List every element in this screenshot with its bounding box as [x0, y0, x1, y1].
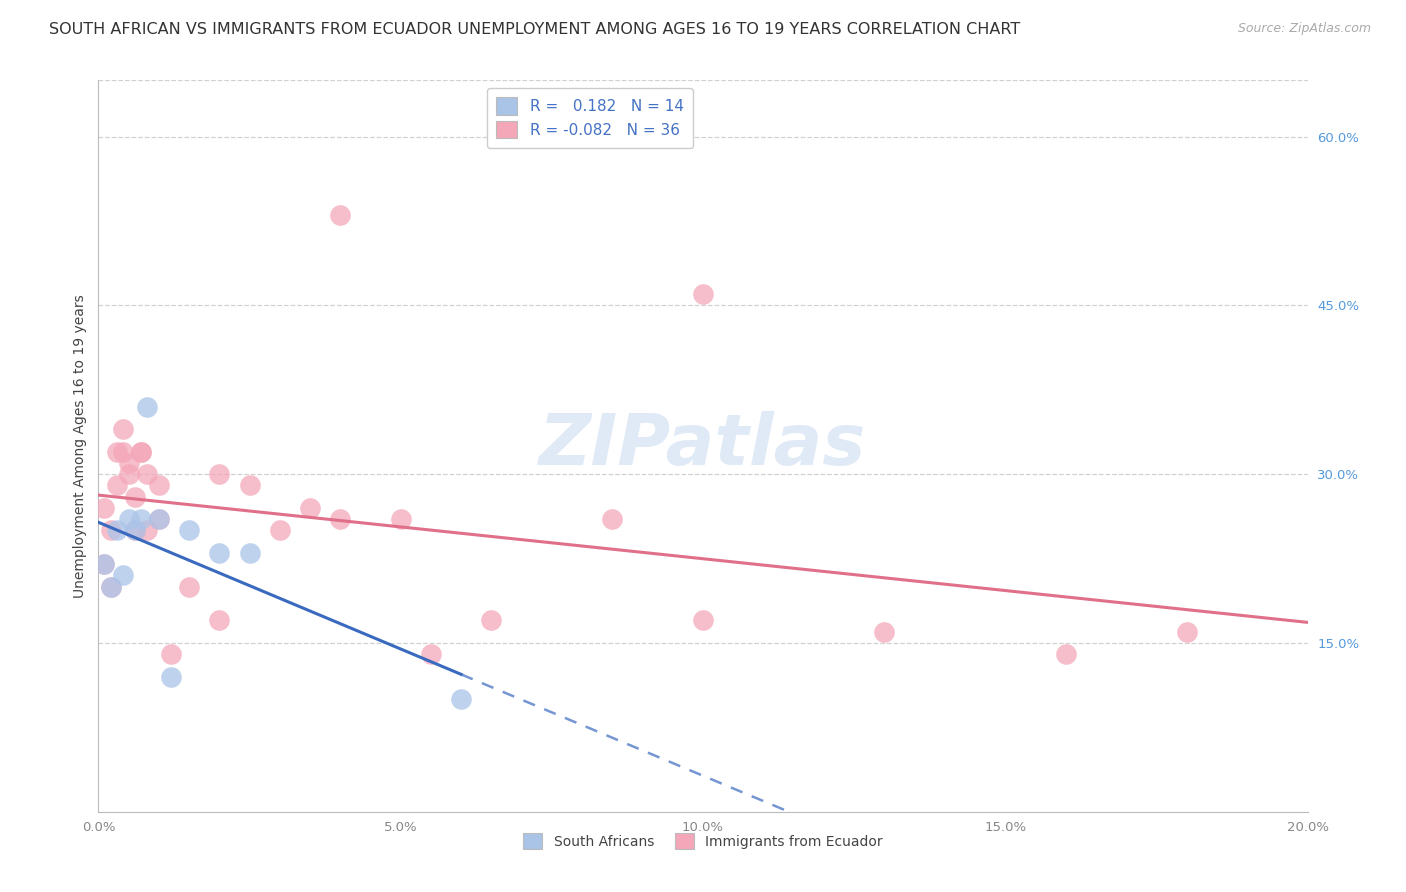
- Point: [329, 512, 352, 526]
- Point: [389, 512, 412, 526]
- Point: [93, 557, 115, 571]
- Point: [111, 422, 134, 436]
- Point: [208, 546, 231, 560]
- Point: [208, 614, 231, 628]
- Point: [118, 467, 141, 482]
- Point: [160, 647, 183, 661]
- Point: [100, 580, 122, 594]
- Point: [105, 444, 128, 458]
- Point: [1175, 624, 1198, 639]
- Point: [129, 444, 152, 458]
- Point: [148, 478, 170, 492]
- Point: [118, 512, 141, 526]
- Point: [148, 512, 170, 526]
- Point: [269, 524, 291, 538]
- Point: [135, 400, 157, 414]
- Point: [93, 557, 115, 571]
- Point: [129, 512, 152, 526]
- Point: [1054, 647, 1077, 661]
- Point: [148, 512, 170, 526]
- Point: [208, 467, 231, 482]
- Point: [692, 287, 714, 301]
- Point: [111, 444, 134, 458]
- Text: Source: ZipAtlas.com: Source: ZipAtlas.com: [1237, 22, 1371, 36]
- Point: [160, 670, 183, 684]
- Point: [129, 444, 152, 458]
- Point: [124, 524, 146, 538]
- Point: [124, 524, 146, 538]
- Point: [299, 500, 322, 515]
- Point: [105, 524, 128, 538]
- Point: [481, 614, 503, 628]
- Legend: South Africans, Immigrants from Ecuador: South Africans, Immigrants from Ecuador: [516, 826, 890, 856]
- Y-axis label: Unemployment Among Ages 16 to 19 years: Unemployment Among Ages 16 to 19 years: [73, 294, 87, 598]
- Point: [124, 490, 146, 504]
- Text: ZIPatlas: ZIPatlas: [540, 411, 866, 481]
- Point: [602, 512, 624, 526]
- Point: [239, 478, 262, 492]
- Point: [329, 208, 352, 222]
- Point: [118, 456, 141, 470]
- Point: [239, 546, 262, 560]
- Point: [100, 524, 122, 538]
- Point: [93, 500, 115, 515]
- Text: SOUTH AFRICAN VS IMMIGRANTS FROM ECUADOR UNEMPLOYMENT AMONG AGES 16 TO 19 YEARS : SOUTH AFRICAN VS IMMIGRANTS FROM ECUADOR…: [49, 22, 1021, 37]
- Point: [111, 568, 134, 582]
- Point: [692, 614, 714, 628]
- Point: [100, 580, 122, 594]
- Point: [135, 467, 157, 482]
- Point: [105, 478, 128, 492]
- Point: [873, 624, 896, 639]
- Point: [179, 524, 201, 538]
- Point: [420, 647, 443, 661]
- Point: [450, 692, 472, 706]
- Point: [135, 524, 157, 538]
- Point: [179, 580, 201, 594]
